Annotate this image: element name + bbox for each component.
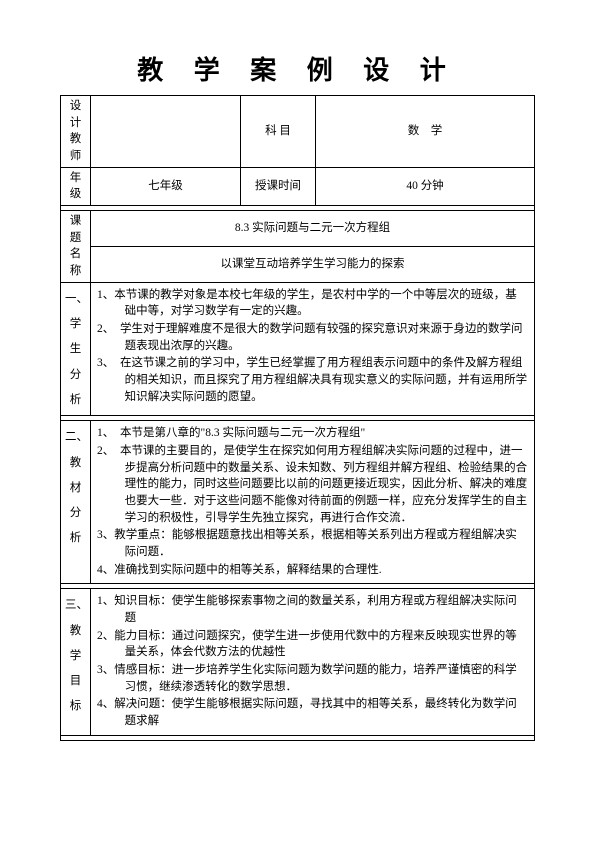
list-item: 2、能力目标：通过问题探究，使学生进一步使用代数中的方程来反映现实世界的等量关系… (97, 628, 528, 661)
grade-label: 年级 (61, 167, 91, 205)
section-content-student: 1、本节课的教学对象是本校七年级的学生，是农村中学的一个中等层次的班级，基础中等… (91, 282, 535, 415)
subject-label: 科 目 (241, 96, 316, 168)
topic-label: 课题名称 (61, 211, 91, 283)
subject-value: 数 学 (316, 96, 535, 168)
list-item: 2、 本节课的主要目的，是使学生在探究如何用方程组解决实际问题的过程中，进一步提… (97, 443, 528, 526)
designer-label: 设计教师 (61, 96, 91, 168)
section-label-material: 二、教材分析 (61, 421, 91, 584)
designer-value (91, 96, 241, 168)
list-item: 3、情感目标：进一步培养学生化实际问题为数学问题的能力，培养严谨慎密的科学习惯，… (97, 662, 528, 695)
grade-value: 七年级 (91, 167, 241, 205)
topic-line1: 8.3 实际问题与二元一次方程组 (91, 211, 535, 247)
section-content-goal: 1、知识目标：使学生能够探索事物之间的数量关系，利用方程或方程组解决实际问题 2… (91, 589, 535, 735)
topic-line2: 以课堂互动培养学生学习能力的探索 (91, 246, 535, 282)
list-item: 4、解决问题：使学生能够根据实际问题，寻找其中的相等关系，最终转化为数学问题求解 (97, 696, 528, 729)
lesson-case-table: 设计教师 科 目 数 学 年级 七年级 授课时间 40 分钟 课题名称 8.3 … (60, 95, 535, 741)
page-title: 教 学 案 例 设 计 (60, 50, 535, 87)
list-item: 3、教学重点：能够根据题意找出相等关系，根据相等关系列出方程或方程组解决实际问题… (97, 527, 528, 560)
list-item: 2、 学生对于理解难度不是很大的数学问题有较强的探究意识对来源于身边的数学问题表… (97, 321, 528, 354)
section-content-material: 1、 本节是第八章的"8.3 实际问题与二元一次方程组" 2、 本节课的主要目的… (91, 421, 535, 584)
time-value: 40 分钟 (316, 167, 535, 205)
list-item: 1、知识目标：使学生能够探索事物之间的数量关系，利用方程或方程组解决实际问题 (97, 593, 528, 626)
list-item: 1、 本节是第八章的"8.3 实际问题与二元一次方程组" (97, 425, 528, 442)
section-label-goal: 三、教学目标 (61, 589, 91, 735)
time-label: 授课时间 (241, 167, 316, 205)
list-item: 1、本节课的教学对象是本校七年级的学生，是农村中学的一个中等层次的班级，基础中等… (97, 287, 528, 320)
section-label-student: 一、学生分析 (61, 282, 91, 415)
list-item: 4、准确找到实际问题中的相等关系，解释结果的合理性. (97, 562, 528, 579)
list-item: 3、 在这节课之前的学习中，学生已经掌握了用方程组表示问题中的条件及解方程组的相… (97, 355, 528, 405)
